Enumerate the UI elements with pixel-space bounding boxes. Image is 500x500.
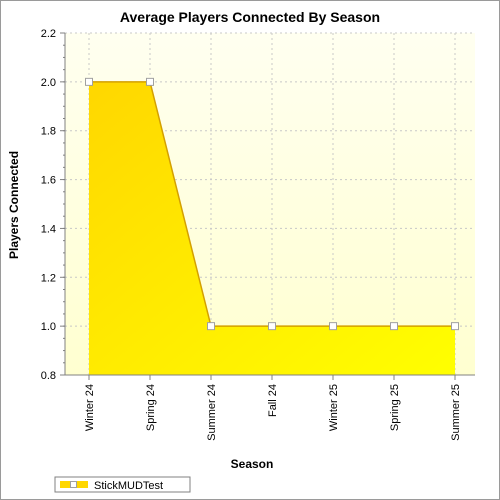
data-point — [85, 77, 93, 86]
data-point — [268, 322, 276, 331]
x-tick-label: Winter 24 — [84, 384, 96, 431]
y-tick-label: 0.8 — [41, 370, 56, 382]
legend-box — [54, 476, 191, 493]
y-tick-label: 1.8 — [41, 126, 56, 138]
y-tick-label: 1.2 — [41, 272, 56, 284]
data-markers — [85, 77, 459, 331]
y-tick-label: 1.6 — [41, 175, 56, 187]
legend-marker — [70, 481, 77, 488]
series-area-fill — [89, 81, 455, 375]
tick-labels: 0.8 1.0 1.2 1.4 1.6 1.8 2.0 2.2 Winter 24 Spring … — [41, 28, 462, 441]
x-axis-label: Season — [231, 457, 274, 471]
chart-title: Average Players Connected By Season — [120, 9, 380, 25]
data-point — [390, 322, 398, 331]
data-point — [329, 322, 337, 331]
y-tick-label: 2.2 — [41, 28, 56, 40]
y-tick-label: 1.4 — [41, 223, 56, 235]
x-tick-label: Fall 24 — [267, 384, 279, 417]
x-tick-label: Winter 25 — [328, 384, 340, 431]
x-tick-label: Summer 24 — [206, 384, 218, 441]
axes — [60, 32, 475, 380]
x-tick-label: Spring 25 — [389, 384, 401, 431]
y-tick-label: 2.0 — [41, 77, 56, 89]
legend: StickMUDTest — [54, 476, 191, 493]
y-axis-label: Players Connected — [7, 151, 21, 259]
data-point — [207, 322, 215, 331]
x-tick-label: Summer 25 — [450, 384, 462, 441]
y-tick-label: 1.0 — [41, 321, 56, 333]
legend-label: StickMUDTest — [94, 480, 163, 492]
data-point — [451, 322, 459, 331]
x-tick-label: Spring 24 — [145, 384, 157, 431]
data-point — [146, 77, 154, 86]
